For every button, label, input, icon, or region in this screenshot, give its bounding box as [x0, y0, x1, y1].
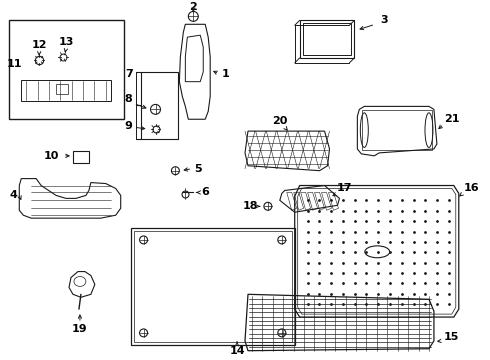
Bar — [303, 23, 351, 55]
Text: 18: 18 — [242, 201, 258, 211]
Text: 21: 21 — [444, 114, 460, 124]
Text: 14: 14 — [229, 346, 245, 356]
Text: 10: 10 — [44, 151, 59, 161]
Text: 6: 6 — [201, 188, 209, 197]
Text: 2: 2 — [190, 3, 197, 13]
Text: 16: 16 — [464, 184, 479, 193]
Bar — [9, 21, 123, 119]
Text: 20: 20 — [272, 116, 288, 126]
Text: 17: 17 — [337, 184, 352, 193]
Text: 8: 8 — [125, 94, 132, 104]
Text: 4: 4 — [9, 190, 17, 201]
Text: 12: 12 — [31, 40, 47, 50]
Text: 7: 7 — [125, 69, 132, 79]
Text: 15: 15 — [444, 332, 459, 342]
Text: 5: 5 — [195, 164, 202, 174]
Text: 3: 3 — [380, 15, 388, 25]
Bar — [362, 111, 432, 150]
Bar — [134, 231, 292, 342]
Text: 9: 9 — [125, 121, 133, 131]
Bar — [131, 228, 294, 345]
Bar — [300, 21, 354, 58]
Text: 13: 13 — [58, 37, 74, 47]
Bar — [73, 151, 89, 163]
Text: 1: 1 — [221, 69, 229, 79]
Text: 19: 19 — [72, 324, 88, 334]
Bar — [56, 84, 68, 94]
Bar — [21, 80, 111, 102]
Text: 11: 11 — [6, 59, 22, 69]
Bar — [141, 72, 178, 139]
